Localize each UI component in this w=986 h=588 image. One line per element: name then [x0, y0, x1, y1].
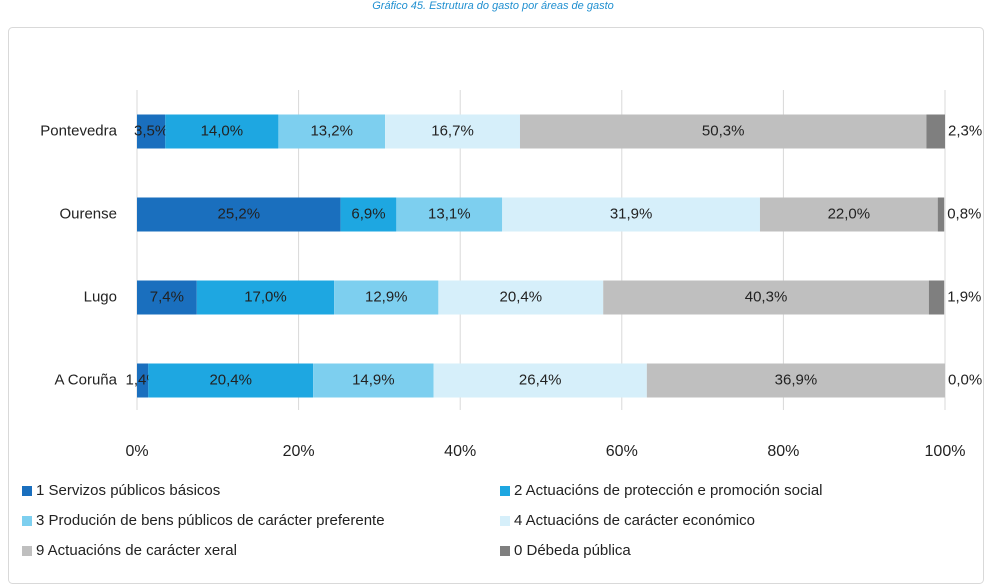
bar-segment	[196, 280, 335, 315]
data-label: 0,8%	[947, 205, 981, 222]
data-label: 17,0%	[244, 288, 287, 305]
bar-segment	[334, 280, 439, 315]
data-label: 1,9%	[947, 288, 981, 305]
y-tick-label: Ourense	[59, 205, 117, 222]
data-label: 25,2%	[218, 205, 261, 222]
data-label: 31,9%	[610, 205, 653, 222]
chart-title: Gráfico 45. Estrutura do gasto por áreas…	[372, 0, 614, 12]
bar-segment	[137, 363, 149, 398]
x-tick-label: 40%	[444, 443, 476, 460]
legend-swatch	[22, 486, 32, 496]
bar-segment	[438, 280, 604, 315]
y-tick-label: Lugo	[84, 288, 117, 305]
bar-segment	[148, 363, 314, 398]
data-label: 13,2%	[310, 122, 353, 139]
data-label: 22,0%	[828, 205, 871, 222]
bar-segment	[926, 114, 945, 149]
legend-label: 2 Actuacións de protección e promoción s…	[514, 482, 823, 499]
legend-swatch	[500, 516, 510, 526]
data-label: 50,3%	[702, 122, 745, 139]
data-label: 12,9%	[365, 288, 408, 305]
data-label: 40,3%	[745, 288, 788, 305]
legend-swatch	[500, 486, 510, 496]
y-tick-label: Pontevedra	[40, 122, 117, 139]
data-label: 20,4%	[209, 371, 252, 388]
bar-segment	[137, 114, 166, 149]
bar-segment	[937, 197, 945, 232]
bar-segment	[759, 197, 938, 232]
legend-label: 9 Actuacións de carácter xeral	[36, 542, 237, 559]
legend-label: 1 Servizos públicos básicos	[36, 482, 220, 499]
data-label: 7,4%	[150, 288, 184, 305]
data-label: 13,1%	[428, 205, 471, 222]
legend-label: 4 Actuacións de carácter económico	[514, 512, 755, 529]
data-label: 6,9%	[351, 205, 385, 222]
data-label: 14,9%	[352, 371, 395, 388]
data-label: 14,0%	[201, 122, 244, 139]
data-label: 26,4%	[519, 371, 562, 388]
x-tick-label: 80%	[767, 443, 799, 460]
bar-segment	[433, 363, 647, 398]
data-label: 3,5%	[134, 122, 168, 139]
x-tick-label: 20%	[283, 443, 315, 460]
bar-segment	[396, 197, 503, 232]
legend-swatch	[22, 546, 32, 556]
bar-segment	[646, 363, 945, 398]
bar-segment	[340, 197, 397, 232]
legend-label: 3 Produción de bens públicos de carácter…	[36, 512, 385, 529]
data-label: 36,9%	[775, 371, 818, 388]
bar-segment	[928, 280, 945, 315]
bar-segment	[502, 197, 760, 232]
bar-segment	[278, 114, 386, 149]
bar-segment	[137, 197, 341, 232]
x-tick-label: 0%	[125, 443, 148, 460]
bar-segment	[313, 363, 434, 398]
legend-label: 0 Débeda pública	[514, 542, 631, 559]
bar-segment	[137, 280, 197, 315]
legend-swatch	[22, 516, 32, 526]
bar-segment	[385, 114, 520, 149]
data-label: 20,4%	[500, 288, 543, 305]
bar-segment	[165, 114, 279, 149]
x-tick-label: 100%	[925, 443, 966, 460]
x-tick-label: 60%	[606, 443, 638, 460]
data-label: 2,3%	[948, 122, 982, 139]
data-label: 16,7%	[431, 122, 474, 139]
y-tick-label: A Coruña	[54, 371, 117, 388]
bar-segment	[603, 280, 929, 315]
legend-swatch	[500, 546, 510, 556]
data-label: 0,0%	[948, 371, 982, 388]
bar-segment	[519, 114, 927, 149]
